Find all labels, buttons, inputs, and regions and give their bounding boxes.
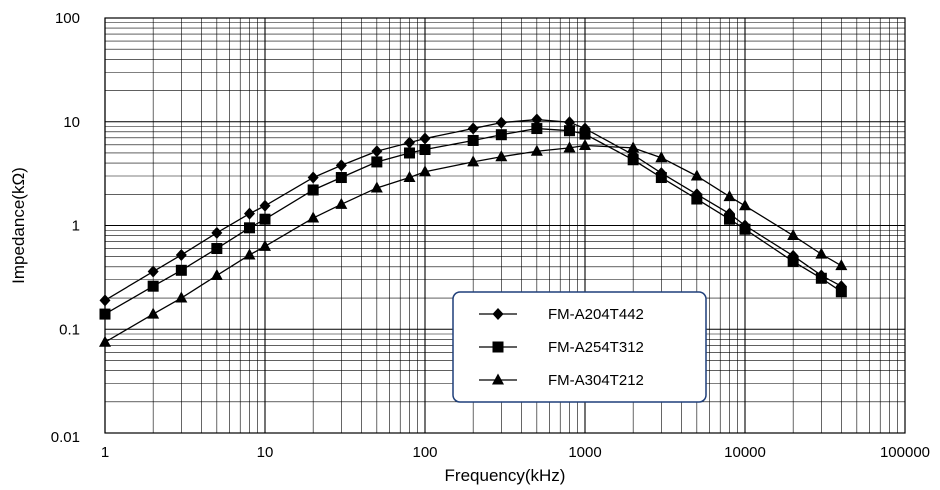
y-tick-label: 0.01 [51, 429, 80, 446]
diamond-marker [175, 248, 187, 261]
triangle-marker [690, 169, 703, 181]
triangle-marker [243, 248, 256, 260]
legend-diamond-marker [492, 308, 504, 320]
square-marker [739, 223, 751, 235]
square-marker [815, 272, 827, 284]
diamond-marker [467, 122, 479, 135]
diamond-marker [371, 145, 383, 158]
triangle-marker [787, 229, 800, 241]
legend: FM-A204T442 FM-A254T312 FM-A304T212 [452, 291, 707, 403]
square-marker [531, 123, 543, 135]
diamond-marker [495, 116, 507, 129]
diamond-marker [307, 171, 319, 184]
triangle-marker [655, 151, 668, 163]
square-marker [419, 144, 431, 156]
x-tick-label: 100 [412, 444, 437, 461]
legend-label: FM-A304T212 [548, 372, 644, 389]
diamond-marker [147, 265, 159, 278]
triangle-marker [627, 141, 640, 153]
triangle-marker [307, 211, 320, 223]
triangle-marker [815, 247, 828, 259]
triangle-marker [335, 197, 348, 209]
square-marker [175, 264, 187, 276]
square-marker [403, 147, 415, 159]
series-square [99, 123, 847, 320]
legend-triangle-marker [492, 373, 504, 385]
triangle-marker [175, 291, 188, 303]
diamond-marker [211, 226, 223, 239]
square-marker [723, 213, 735, 225]
legend-square-marker [492, 341, 504, 353]
diamond-marker [243, 207, 255, 220]
triangle-marker [530, 144, 543, 156]
diamond-marker [335, 159, 347, 172]
triangle-marker [99, 335, 111, 347]
square-marker [99, 308, 111, 320]
square-marker [835, 286, 847, 298]
x-axis-ticks: 1 10 100 1000 10000 100000 [101, 444, 930, 461]
square-marker [259, 213, 271, 225]
triangle-marker [739, 199, 751, 211]
triangle-marker [147, 307, 160, 319]
square-marker [579, 128, 591, 140]
x-tick-label: 1 [101, 444, 109, 461]
series-layer [99, 113, 848, 347]
series-triangle [99, 139, 848, 347]
triangle-marker [370, 181, 383, 193]
plot-frame [104, 17, 906, 434]
x-tick-label: 1000 [568, 444, 601, 461]
triangle-marker [495, 150, 508, 162]
square-marker [371, 156, 383, 168]
triangle-marker [723, 190, 736, 202]
diamond-marker [99, 294, 111, 307]
x-tick-label: 10000 [724, 444, 766, 461]
triangle-marker [259, 239, 271, 251]
legend-label: FM-A254T312 [548, 339, 644, 356]
y-tick-label: 0.1 [59, 321, 80, 338]
square-marker [243, 222, 255, 234]
diamond-marker [403, 136, 415, 149]
y-tick-label: 1 [72, 218, 80, 235]
square-marker [787, 255, 799, 267]
square-marker [627, 154, 639, 166]
y-axis-ticks: 100 10 1 0.1 0.01 [51, 10, 80, 446]
diamond-marker [259, 199, 271, 212]
triangle-marker [403, 171, 416, 183]
square-marker [335, 172, 347, 184]
square-marker [495, 129, 507, 141]
triangle-marker [563, 141, 576, 153]
triangle-marker [467, 155, 480, 167]
square-marker [563, 125, 575, 137]
triangle-marker [419, 165, 431, 177]
square-marker [655, 172, 667, 184]
legend-label: FM-A204T442 [548, 306, 644, 323]
triangle-marker [579, 139, 591, 151]
x-tick-label: 100000 [880, 444, 930, 461]
y-axis-title: Impedance(kΩ) [9, 167, 28, 284]
square-marker [211, 243, 223, 255]
square-marker [691, 193, 703, 205]
triangle-marker [835, 259, 848, 271]
x-tick-label: 10 [257, 444, 274, 461]
square-marker [307, 184, 319, 196]
diamond-marker [531, 113, 543, 126]
diamond-marker [419, 132, 431, 145]
square-marker [147, 280, 159, 292]
x-axis-title: Frequency(kHz) [445, 466, 566, 485]
triangle-marker [210, 268, 223, 280]
y-tick-label: 100 [55, 10, 80, 27]
legend-box [452, 291, 707, 403]
square-marker [467, 134, 479, 146]
y-tick-label: 10 [63, 114, 80, 131]
